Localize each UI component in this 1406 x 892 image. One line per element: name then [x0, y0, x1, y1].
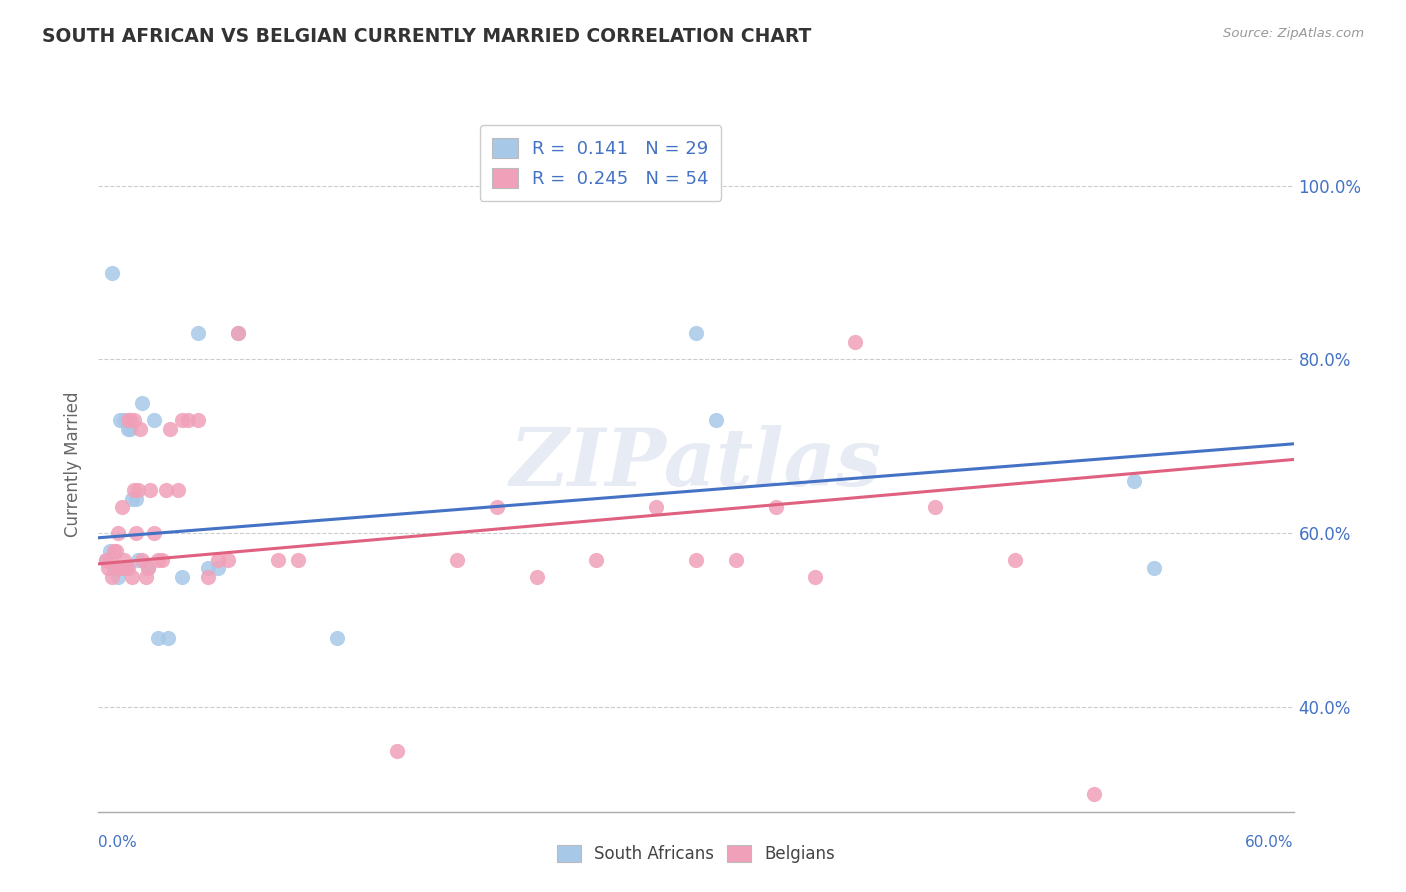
Point: [155, 483, 177, 497]
Point: [107, 526, 129, 541]
Point: [177, 413, 200, 427]
Text: Source: ZipAtlas.com: Source: ZipAtlas.com: [1223, 27, 1364, 40]
Point: [115, 561, 138, 575]
Point: [326, 631, 349, 645]
Point: [187, 326, 209, 341]
Point: [101, 266, 124, 280]
Point: [150, 552, 173, 566]
Point: [159, 422, 181, 436]
Point: [101, 570, 124, 584]
Text: ZIPatlas: ZIPatlas: [510, 425, 882, 502]
Point: [167, 483, 190, 497]
Point: [226, 326, 249, 341]
Point: [157, 631, 180, 645]
Point: [645, 500, 668, 515]
Point: [98, 544, 122, 558]
Point: [148, 552, 170, 566]
Point: [704, 413, 727, 427]
Point: [120, 422, 142, 436]
Point: [207, 561, 229, 575]
Point: [112, 413, 135, 427]
Point: [1083, 788, 1105, 801]
Point: [143, 413, 166, 427]
Point: [172, 570, 194, 584]
Point: [724, 552, 747, 566]
Point: [207, 552, 229, 566]
Point: [685, 326, 707, 341]
Point: [110, 413, 132, 427]
Point: [139, 483, 162, 497]
Text: SOUTH AFRICAN VS BELGIAN CURRENTLY MARRIED CORRELATION CHART: SOUTH AFRICAN VS BELGIAN CURRENTLY MARRI…: [42, 27, 811, 45]
Point: [124, 483, 146, 497]
Point: [226, 326, 249, 341]
Point: [217, 552, 239, 566]
Legend: South Africans, Belgians: South Africans, Belgians: [551, 838, 841, 870]
Point: [143, 526, 166, 541]
Point: [148, 631, 170, 645]
Point: [131, 552, 153, 566]
Point: [765, 500, 787, 515]
Point: [197, 570, 219, 584]
Point: [187, 413, 209, 427]
Point: [121, 491, 143, 506]
Point: [121, 570, 143, 584]
Point: [120, 413, 142, 427]
Point: [267, 552, 290, 566]
Point: [136, 561, 159, 575]
Point: [98, 552, 122, 566]
Y-axis label: Currently Married: Currently Married: [63, 391, 82, 537]
Point: [287, 552, 309, 566]
Point: [110, 561, 132, 575]
Point: [112, 561, 135, 575]
Point: [112, 552, 135, 566]
Point: [685, 552, 707, 566]
Point: [446, 552, 468, 566]
Point: [103, 544, 125, 558]
Point: [585, 552, 607, 566]
Point: [924, 500, 946, 515]
Point: [844, 334, 866, 349]
Point: [96, 552, 118, 566]
Point: [96, 552, 118, 566]
Point: [1143, 561, 1166, 575]
Point: [129, 422, 152, 436]
Text: 0.0%: 0.0%: [98, 836, 138, 850]
Point: [136, 561, 159, 575]
Point: [111, 500, 134, 515]
Point: [1123, 474, 1146, 488]
Point: [117, 422, 139, 436]
Point: [1004, 552, 1026, 566]
Point: [107, 561, 129, 575]
Point: [125, 491, 148, 506]
Point: [385, 744, 409, 758]
Point: [105, 544, 128, 558]
Point: [135, 570, 157, 584]
Point: [485, 500, 508, 515]
Point: [124, 413, 146, 427]
Point: [804, 570, 827, 584]
Point: [125, 526, 148, 541]
Point: [117, 561, 139, 575]
Point: [127, 483, 149, 497]
Point: [105, 561, 128, 575]
Text: 60.0%: 60.0%: [1246, 836, 1294, 850]
Point: [117, 413, 139, 427]
Point: [197, 561, 219, 575]
Point: [127, 552, 149, 566]
Point: [107, 570, 129, 584]
Point: [131, 396, 153, 410]
Point: [172, 413, 194, 427]
Point: [103, 561, 125, 575]
Point: [97, 561, 120, 575]
Point: [526, 570, 548, 584]
